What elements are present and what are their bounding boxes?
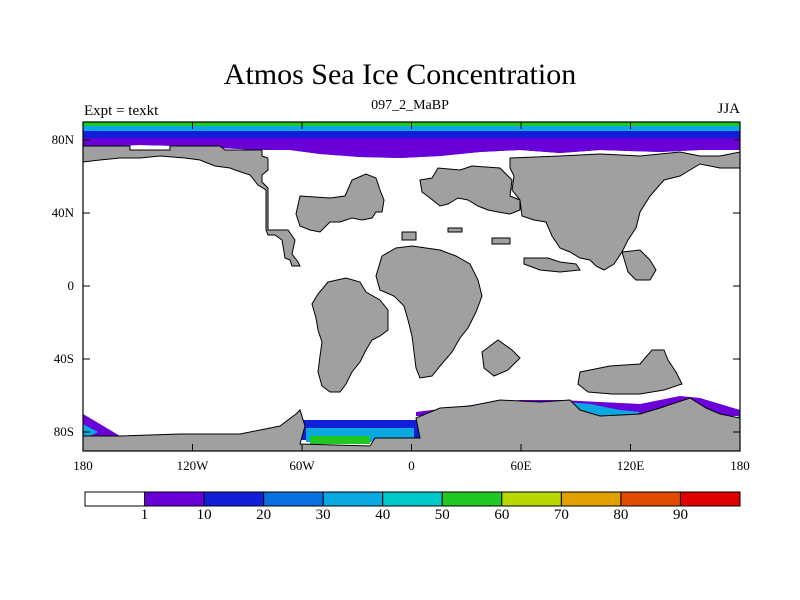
colorbar-swatch (322, 491, 384, 507)
island-land (401, 231, 417, 241)
y-ticks (83, 139, 740, 433)
x-tick-label: 60W (289, 458, 315, 473)
y-tick-label: 80S (53, 424, 74, 439)
southeast-asia-land (621, 249, 657, 281)
island-land (491, 237, 511, 245)
colorbar-label: 10 (196, 507, 212, 523)
x-tick-label: 60E (510, 458, 532, 473)
madagascar-like-land (481, 339, 521, 377)
colorbar-swatch (679, 491, 741, 507)
x-ticks (82, 122, 741, 451)
colorbar-swatch (263, 491, 324, 507)
colorbar-label: 30 (315, 507, 331, 523)
africa-land (375, 245, 483, 379)
season-label: JJA (717, 101, 740, 117)
colorbar-label: 1 (140, 507, 149, 523)
hudson-bay (268, 152, 335, 200)
y-tick-label: 0 (67, 278, 75, 293)
weddell-ice-60 (310, 436, 370, 444)
plot-subtitle: 097_2_MaBP (371, 98, 449, 113)
asia-land (509, 151, 740, 271)
y-tick-label: 80N (51, 132, 74, 147)
colorbar-swatch (203, 491, 265, 507)
x-tick-label: 180 (730, 458, 750, 473)
colorbar-swatch (620, 491, 681, 507)
colorbar-swatch (441, 491, 503, 507)
y-tick-label: 40S (53, 351, 74, 366)
north-america-west-land (83, 145, 301, 267)
indochina-land (523, 257, 581, 273)
colorbar-swatch (382, 491, 443, 507)
antarctica-land (83, 397, 740, 451)
x-tick-label: 180 (73, 458, 93, 473)
island-land (447, 227, 463, 233)
colorbar-swatch (501, 491, 562, 507)
europe-land (419, 165, 521, 215)
north-america-east-land (295, 173, 385, 233)
south-america-land (311, 277, 389, 393)
colorbar-label: 20 (256, 507, 272, 523)
colorbar (84, 491, 741, 507)
x-tick-label: 120W (176, 458, 209, 473)
australia-land (577, 349, 683, 395)
colorbar-label: 40 (375, 507, 391, 523)
x-tick-label: 120E (616, 458, 645, 473)
experiment-label: Expt = texkt (84, 103, 159, 119)
y-tick-label: 40N (51, 205, 74, 220)
colorbar-label: 60 (494, 507, 510, 523)
colorbar-swatch (560, 491, 622, 507)
plot-title: Atmos Sea Ice Concentration (223, 58, 577, 91)
arctic-ice-band-1 (83, 138, 740, 158)
colorbar-swatch (84, 491, 146, 507)
colorbar-swatch (144, 491, 205, 507)
x-tick-label: 0 (408, 458, 415, 473)
colorbar-label: 50 (434, 507, 450, 523)
colorbar-label: 70 (553, 507, 569, 523)
map-area (83, 122, 740, 451)
colorbar-label: 80 (613, 507, 629, 523)
colorbar-label: 90 (672, 507, 688, 523)
